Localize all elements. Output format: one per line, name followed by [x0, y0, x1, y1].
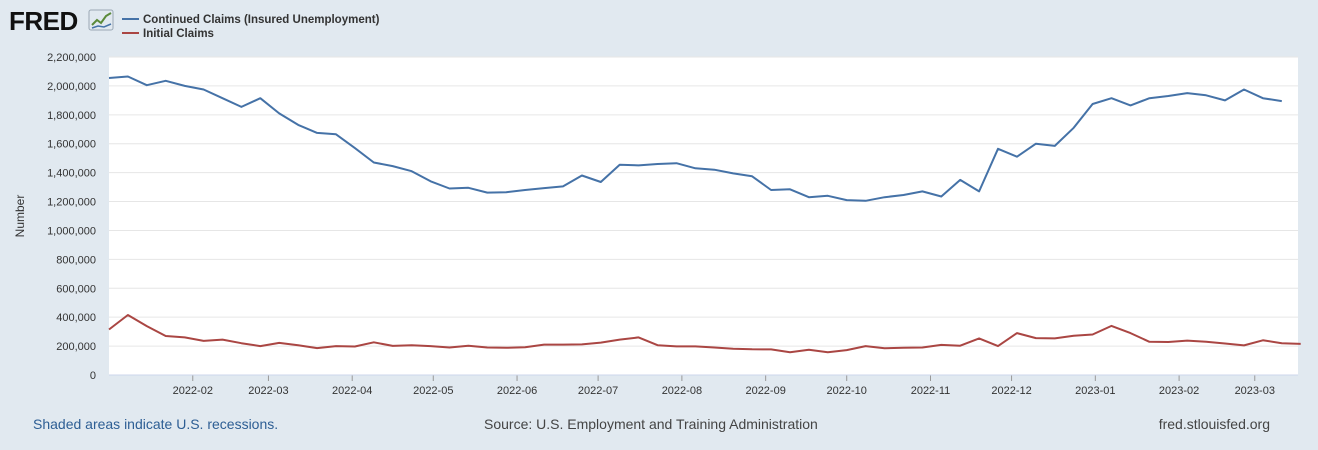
- fred-chart-icon: [88, 9, 114, 31]
- fred-logo-text: FRED: [9, 6, 78, 36]
- x-tick-label: 2022-05: [413, 385, 453, 397]
- y-tick-label: 1,400,000: [47, 168, 96, 180]
- y-tick-label: 200,000: [56, 341, 96, 353]
- fred-url[interactable]: fred.stlouisfed.org: [1158, 416, 1270, 432]
- legend-label-2[interactable]: Initial Claims: [143, 28, 214, 40]
- x-tick-label: 2022-04: [332, 385, 372, 397]
- y-tick-label: 2,000,000: [47, 81, 96, 93]
- y-tick-label: 1,600,000: [47, 139, 96, 151]
- x-tick-label: 2022-10: [827, 385, 867, 397]
- x-tick-label: 2022-09: [745, 385, 785, 397]
- x-tick-label: 2022-07: [578, 385, 618, 397]
- y-tick-label: 1,200,000: [47, 197, 96, 209]
- x-tick-label: 2022-08: [662, 385, 702, 397]
- x-axis: 2022-02 2022-03 2022-04 2022-05 2022-06 2022-…: [109, 374, 1298, 397]
- y-tick-label: 1,000,000: [47, 225, 96, 237]
- x-tick-label: 2022-12: [991, 385, 1031, 397]
- series-line-2[interactable]: [108, 314, 1301, 354]
- y-tick-label: 800,000: [56, 254, 96, 266]
- recession-note[interactable]: Shaded areas indicate U.S. recessions.: [33, 416, 279, 432]
- series-lines: [108, 75, 1301, 354]
- y-tick-label: 2,200,000: [47, 52, 96, 64]
- x-tick-label: 2022-03: [248, 385, 288, 397]
- x-tick-label: 2023-01: [1075, 385, 1115, 397]
- x-tick-label: 2023-03: [1235, 385, 1275, 397]
- y-tick-label: 600,000: [56, 283, 96, 295]
- x-tick-label: 2022-06: [497, 385, 537, 397]
- source-note: Source: U.S. Employment and Training Adm…: [484, 416, 818, 432]
- series-line-1[interactable]: [108, 75, 1282, 202]
- y-axis-title: Number: [13, 195, 27, 238]
- legend-label-1[interactable]: Continued Claims (Insured Unemployment): [143, 14, 380, 26]
- x-tick-label: 2022-02: [173, 385, 213, 397]
- x-tick-label: 2022-11: [911, 385, 951, 397]
- y-axis: 0 200,000 400,000 600,000 800,000 1,000,000 1,…: [47, 52, 96, 382]
- x-tick-label: 2023-02: [1159, 385, 1199, 397]
- y-tick-label: 0: [90, 370, 96, 382]
- plot-area: [109, 57, 1298, 375]
- y-tick-label: 400,000: [56, 312, 96, 324]
- legend: Continued Claims (Insured Unemployment) I…: [122, 14, 380, 40]
- fred-logo[interactable]: FRED: [9, 6, 114, 36]
- y-tick-label: 1,800,000: [47, 110, 96, 122]
